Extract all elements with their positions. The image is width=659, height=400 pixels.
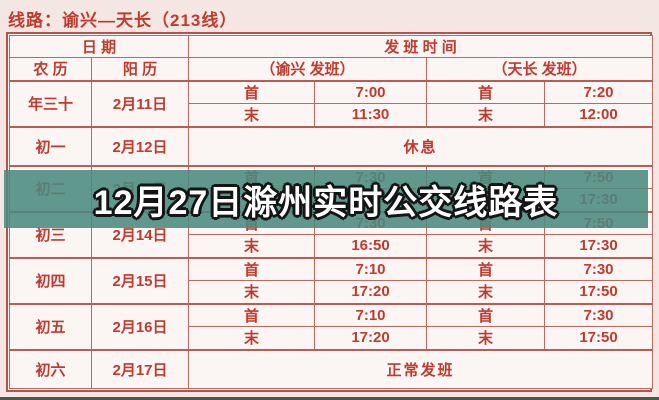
table-row: 年三十 2月11日首 7:00 首 7:20 bbox=[9, 79, 654, 127]
header-row-groups: 日 期 发 班 时 间 bbox=[8, 35, 654, 58]
last-time-cell: 17:50 bbox=[544, 280, 654, 304]
solar-cell: 2月12日 bbox=[90, 125, 190, 166]
table-row: 初六 2月17日 正常发班 bbox=[9, 348, 654, 389]
last-label: 末 bbox=[188, 326, 316, 350]
first-time-cell: 7:10 bbox=[314, 302, 428, 327]
lunar-cell: 初五 bbox=[9, 302, 92, 350]
last-label: 末 bbox=[188, 234, 316, 258]
last-label: 末 bbox=[426, 326, 546, 350]
lunar-cell: 初六 bbox=[9, 348, 92, 389]
table-row: 初五 2月16日首 7:10 首 7:30 bbox=[9, 302, 654, 350]
first-label: 首 bbox=[426, 302, 546, 327]
last-time-cell: 17:30 bbox=[544, 234, 654, 258]
table-row: 初四 2月15日首 7:10 首 7:30 bbox=[9, 256, 654, 304]
first-time-cell: 7:00 bbox=[314, 79, 428, 104]
last-time-cell: 17:20 bbox=[314, 326, 428, 350]
last-time-cell: 17:20 bbox=[314, 280, 428, 304]
header-date-group: 日 期 bbox=[8, 35, 190, 58]
bottom-strip bbox=[0, 397, 659, 400]
header-lunar: 农 历 bbox=[9, 57, 92, 81]
solar-cell: 2月16日 bbox=[90, 302, 190, 350]
first-label: 首 bbox=[426, 256, 546, 281]
last-label: 末 bbox=[426, 280, 546, 304]
last-label: 末 bbox=[188, 280, 316, 304]
table-row: 末 17:20 末 17:50 bbox=[10, 326, 654, 350]
solar-cell: 2月15日 bbox=[90, 256, 190, 304]
first-time-cell: 7:10 bbox=[314, 256, 428, 281]
note-cell: 休息 bbox=[188, 125, 654, 166]
note-cell: 正常发班 bbox=[188, 348, 654, 389]
last-label: 末 bbox=[426, 234, 546, 258]
solar-cell: 2月11日 bbox=[90, 79, 190, 127]
header-row-columns: 农 历 阳 历 （谕兴 发班） （天长 发班） bbox=[9, 57, 654, 81]
first-time-cell: 7:20 bbox=[544, 79, 654, 104]
lunar-cell: 年三十 bbox=[9, 79, 92, 127]
first-label: 首 bbox=[188, 302, 316, 327]
first-time-cell: 7:30 bbox=[544, 256, 654, 281]
table-row: 初一 2月12日 休息 bbox=[9, 125, 654, 166]
header-time-group: 发 班 时 间 bbox=[188, 35, 654, 58]
overlay-banner: 12月27日滁州实时公交线路表 bbox=[4, 170, 648, 228]
overlay-banner-text: 12月27日滁州实时公交线路表 bbox=[93, 183, 559, 222]
solar-cell: 2月17日 bbox=[90, 348, 190, 389]
first-time-cell: 7:30 bbox=[544, 302, 654, 327]
last-label: 末 bbox=[426, 103, 546, 127]
lunar-cell: 初四 bbox=[9, 256, 92, 304]
header-solar: 阳 历 bbox=[90, 57, 190, 81]
last-label: 末 bbox=[188, 103, 316, 127]
last-time-cell: 17:50 bbox=[544, 326, 654, 350]
page-title: 线路：谕兴—天长（213线） bbox=[8, 11, 238, 30]
first-label: 首 bbox=[426, 79, 546, 104]
last-time-cell: 11:30 bbox=[314, 103, 428, 127]
last-time-cell: 12:00 bbox=[544, 103, 654, 127]
first-label: 首 bbox=[188, 256, 316, 281]
last-time-cell: 16:50 bbox=[314, 234, 428, 258]
header-tianchang-group: （天长 发班） bbox=[426, 57, 654, 81]
lunar-cell: 初一 bbox=[9, 125, 92, 166]
first-label: 首 bbox=[188, 79, 316, 104]
table-row: 末 11:30 末 12:00 bbox=[10, 103, 654, 127]
header-yuxing-group: （谕兴 发班） bbox=[188, 57, 428, 81]
